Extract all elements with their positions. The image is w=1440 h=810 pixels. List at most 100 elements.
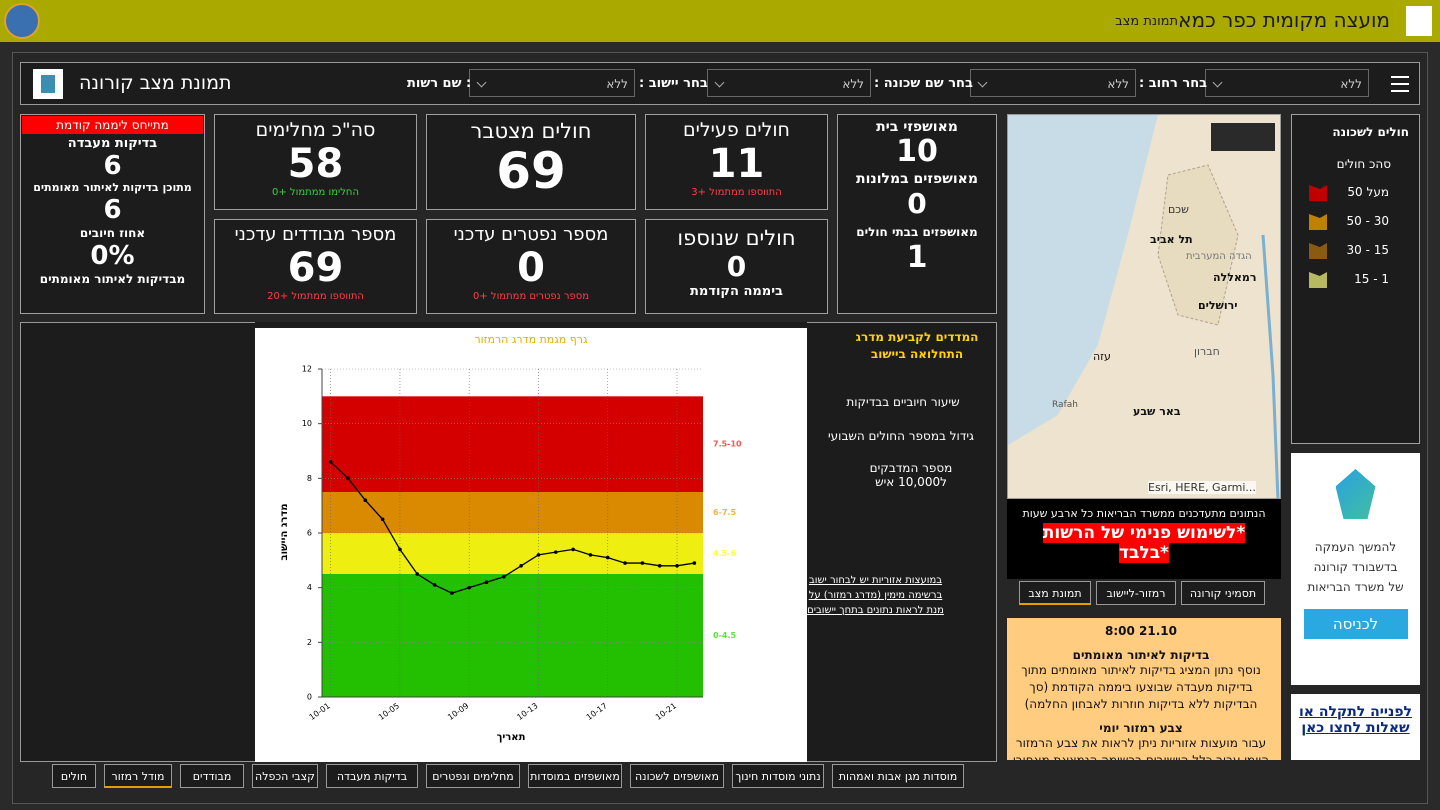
lab-card: מתייחס ליממה קודמת בדיקות מעבדה 6 מתוכן …	[20, 114, 205, 314]
stat-card: חולים פעילים 11 התווספו ממתמול +3	[645, 114, 828, 210]
card-note: מספר נפטרים ממתמול +0	[472, 291, 590, 302]
bottom-tab[interactable]: מאושפזים לשכונה	[630, 764, 724, 788]
card-note: התווספו ממתמול +20	[267, 291, 364, 302]
value: 0	[907, 187, 927, 220]
point	[450, 591, 454, 595]
map-note: הנתונים מתעדכנים ממשרד הבריאות כל ארבע ש…	[1007, 499, 1281, 579]
menu-button[interactable]	[1391, 74, 1409, 92]
band	[322, 574, 703, 697]
promo-logo	[1335, 469, 1376, 519]
legend-title: חולים לשכונה	[1332, 125, 1409, 139]
chart-top-strip	[255, 322, 807, 328]
band	[322, 492, 703, 533]
promo-text: להמשך העמקה בדשבורד קורונה של משרד הבריא…	[1307, 540, 1404, 594]
indicator: גידול במספר החולים השבועי	[827, 429, 974, 443]
dropdown[interactable]: ללא	[707, 69, 871, 97]
place-label: רמאללה	[1213, 271, 1257, 284]
bottom-tab[interactable]: נתוני מוסדות חינוך	[732, 764, 824, 788]
map-tab[interactable]: רמזור-ליישוב	[1096, 581, 1176, 605]
point	[346, 476, 350, 481]
place-label: ירושלים	[1198, 299, 1238, 312]
label: מאושפזי בית	[876, 119, 958, 135]
value: 10	[896, 134, 938, 169]
card-title: סה"כ מחלימים	[255, 119, 376, 141]
stat-card: חולים שנוספו 0 ביממה הקודמת	[645, 219, 828, 314]
toolbar: תמונת מצב קורונה ללא בחר רחוב : ללא בחר …	[20, 62, 1420, 105]
bottom-tab[interactable]: מוסדות מגן אבות ואמהות	[832, 764, 964, 788]
warning: *בלבד	[1119, 543, 1169, 563]
series-line	[330, 461, 695, 594]
promo-button[interactable]: לכניסה	[1303, 609, 1408, 639]
value: 6	[103, 195, 122, 225]
dropdown[interactable]: ללא	[970, 69, 1136, 97]
point	[640, 561, 645, 565]
bottom-tab[interactable]: חולים	[52, 764, 96, 788]
bottom-tab[interactable]: בדיקות מעבדה	[326, 764, 418, 788]
indicators-link[interactable]: במועצות אזוריות יש לבחור ישוב ברשימה מימ…	[807, 575, 944, 616]
point	[328, 460, 333, 464]
indicator: שיעור חיוביים בבדיקות	[846, 395, 960, 409]
point	[519, 564, 523, 568]
notes-text: עבור מועצות אזוריות ניתן לראות את צבע הר…	[1012, 736, 1269, 760]
legend-item: 30 - 50	[1292, 210, 1419, 239]
card-note: התווספו ממתמול +3	[691, 187, 782, 198]
card-title: חולים מצטבר	[470, 119, 592, 143]
map-tools[interactable]	[1211, 123, 1275, 151]
bottom-tab[interactable]: מאושפזים במוסדות	[528, 764, 622, 788]
place-label: חברון	[1194, 345, 1220, 358]
notes-date: 21.10 8:00	[1104, 624, 1177, 638]
legend-item: 1 - 15	[1292, 268, 1419, 297]
card-title: חולים שנוספו	[677, 226, 796, 250]
point	[432, 583, 437, 587]
card-title: מספר נפטרים עדכני	[453, 224, 609, 245]
app-icon[interactable]	[4, 3, 40, 39]
band	[322, 533, 703, 574]
map-tab[interactable]: תמונת מצב	[1019, 581, 1091, 605]
bottom-tab[interactable]: קצבי הכפלה	[252, 764, 318, 788]
indicators-title: המדדים לקביעת מדרג התחלואה ביישוב	[855, 330, 979, 361]
filter-label: : שם רשות	[407, 76, 472, 91]
card-value: 11	[708, 141, 765, 187]
legend-item: 15 - 30	[1292, 239, 1419, 268]
bottom-tab[interactable]: מודל רמזור	[104, 764, 172, 788]
dropdown[interactable]: ללא	[469, 69, 635, 97]
y-tick-label: 10	[302, 419, 312, 428]
map[interactable]: שכם תל אביב הגדה המערבית רמאללה ירושלים …	[1007, 114, 1281, 499]
point	[657, 564, 662, 568]
y-tick-label: 8	[307, 474, 312, 483]
value: 6	[103, 151, 122, 181]
update-note: הנתונים מתעדכנים ממשרד הבריאות כל ארבע ש…	[1022, 507, 1266, 520]
bottom-tab[interactable]: מבודדים	[180, 764, 244, 788]
value: 1	[906, 240, 928, 275]
dropdown[interactable]: ללא	[1205, 69, 1369, 97]
badge: מתייחס ליממה קודמת	[22, 116, 203, 134]
band	[322, 396, 703, 492]
value: 0%	[90, 241, 135, 271]
card-title: חולים פעילים	[683, 119, 790, 141]
bottom-tab[interactable]: מחלימים ונפטרים	[426, 764, 520, 788]
support-link[interactable]: לפנייה לתקלה או שאלות לחצו כאן	[1291, 694, 1420, 760]
card-value: 58	[287, 141, 344, 187]
point	[363, 498, 368, 502]
y-axis-label: מדרג היישוב	[279, 504, 290, 561]
map-tab[interactable]: תסמיני קורונה	[1181, 581, 1265, 605]
card-value: 0	[517, 245, 545, 291]
stat-card: סה"כ מחלימים 58 החלימו ממתמול +0	[214, 114, 417, 210]
map-attribution: Esri, HERE, Garmi...	[1148, 481, 1256, 494]
band-label: 0-4.5	[713, 631, 736, 640]
point	[588, 553, 593, 557]
label: מתוכן בדיקות לאיתור מאומתים	[33, 181, 192, 194]
place-label: שכם	[1168, 203, 1189, 216]
toolbar-title: תמונת מצב קורונה	[79, 72, 232, 94]
card-value: 69	[496, 142, 566, 200]
place-label: תל אביב	[1150, 233, 1193, 246]
point	[415, 572, 420, 576]
legend-label: מעל 50	[1347, 185, 1389, 199]
card-value: 0	[726, 250, 747, 283]
x-axis-label: תאריך	[497, 732, 526, 743]
card-title: מספר מבודדים עדכני	[234, 224, 397, 245]
label: מבדיקות לאיתור מאומתים	[39, 272, 186, 286]
hospital-card: מאושפזי בית 10 מאושפזים במלונות 0 מאושפז…	[837, 114, 997, 314]
notes-text: נוסף נתון המציג בדיקות לאיתור מאומתים מת…	[1021, 663, 1261, 711]
filter-label: בחר רחוב :	[1139, 76, 1208, 91]
